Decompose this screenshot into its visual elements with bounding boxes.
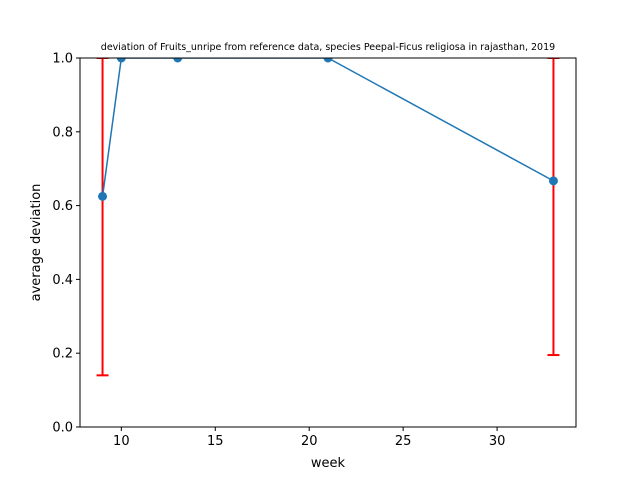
data-point — [323, 58, 333, 63]
x-tick-label: 30 — [489, 434, 506, 449]
axis-ticks: 10 15 20 25 30 0.0 0.2 0.4 0.6 0.8 1.0 — [52, 52, 505, 450]
y-tick-label: 0.6 — [52, 199, 73, 214]
chart-title: deviation of Fruits_unripe from referenc… — [101, 42, 555, 53]
data-point — [173, 58, 183, 63]
series-line — [101, 58, 554, 197]
plot-content — [96, 58, 560, 377]
plot-frame — [79, 57, 577, 428]
x-tick-label: 10 — [113, 434, 130, 449]
data-point — [116, 58, 126, 63]
data-point — [548, 176, 558, 186]
x-tick-label: 25 — [395, 434, 412, 449]
data-point — [98, 191, 108, 201]
y-tick-label: 0.2 — [52, 347, 73, 362]
y-tick-label: 1.0 — [52, 52, 73, 67]
x-axis-label: week — [311, 456, 346, 471]
x-tick-label: 15 — [207, 434, 224, 449]
y-tick-label: 0.0 — [52, 421, 73, 436]
y-tick-label: 0.8 — [52, 125, 73, 140]
y-tick-label: 0.4 — [52, 273, 73, 288]
x-tick-label: 20 — [301, 434, 318, 449]
plot-area — [96, 58, 560, 377]
y-axis-label: average deviation — [29, 184, 44, 302]
